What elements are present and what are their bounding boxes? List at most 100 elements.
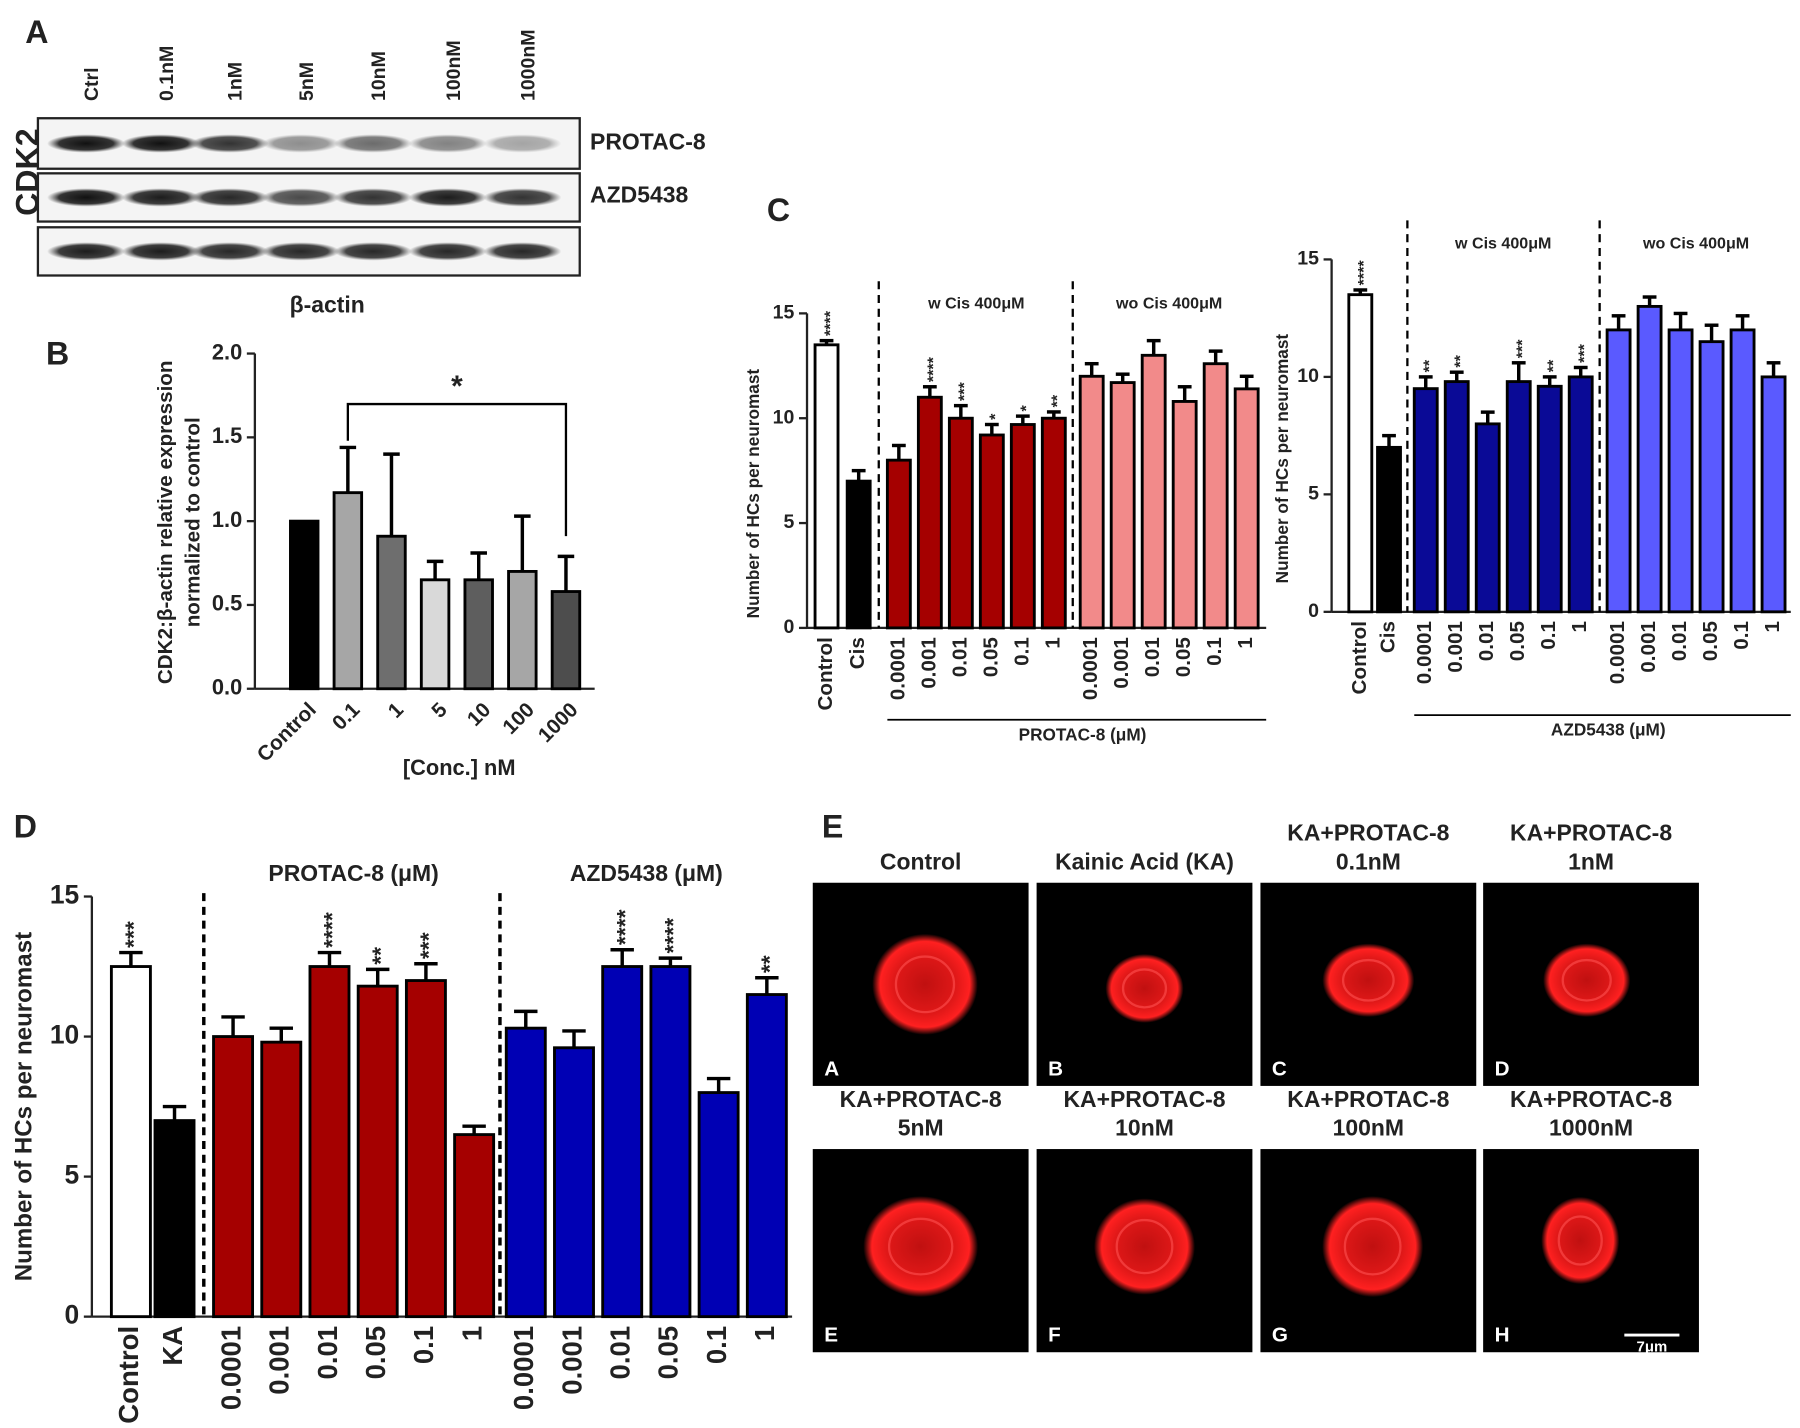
blot-band <box>483 188 562 207</box>
y-axis-label: Number of HCs per neuromast <box>11 932 38 1281</box>
bar <box>1474 422 1501 614</box>
cell-cluster <box>1093 1198 1196 1295</box>
x-tick-label: 10 <box>463 698 496 731</box>
x-tick-label: 0.05 <box>1699 621 1722 661</box>
x-tick-label: 0.05 <box>1506 621 1529 661</box>
y-tick-label: 15 <box>50 879 79 909</box>
bar <box>649 965 692 1319</box>
bar <box>1140 353 1167 630</box>
lane-label: 10nM <box>368 51 390 101</box>
group-label: AZD5438 (μM) <box>570 860 723 886</box>
blot-band <box>483 242 562 261</box>
significance-label: ** <box>1049 394 1067 407</box>
significance-label: * <box>1018 405 1036 412</box>
significance-label: ** <box>367 947 393 965</box>
blot-band <box>334 242 413 261</box>
image-letter: D <box>1495 1057 1510 1080</box>
blot-band <box>121 134 200 153</box>
x-tick-label: 1 <box>1234 637 1257 649</box>
bar <box>212 1035 255 1319</box>
y-axis-label: Number of HCs per neuromast <box>743 369 763 619</box>
bar <box>845 479 872 630</box>
bar <box>1760 375 1787 614</box>
lane-label: 0.1nM <box>156 46 178 101</box>
image-title: 5nM <box>898 1115 944 1141</box>
bar <box>885 458 912 630</box>
x-axis-label: PROTAC-8 (μM) <box>1019 724 1147 744</box>
lane-label: Ctrl <box>81 67 103 101</box>
bar <box>109 965 152 1319</box>
y-tick-label: 5 <box>65 1160 80 1190</box>
cell-cluster <box>1541 1196 1620 1285</box>
x-tick-label: 0.1 <box>701 1326 732 1364</box>
blot-band <box>121 242 200 261</box>
blot-band <box>408 134 487 153</box>
x-axis-label: AZD5438 (μM) <box>1551 720 1666 740</box>
cell-cluster-texture <box>1115 1218 1174 1275</box>
blot-band <box>334 188 413 207</box>
bar <box>697 1091 740 1319</box>
bar <box>1202 362 1229 630</box>
blot-band <box>47 134 126 153</box>
bar <box>376 534 407 691</box>
blot-band <box>334 134 413 153</box>
x-tick-label: 0.05 <box>360 1326 391 1380</box>
bar <box>813 343 840 630</box>
x-tick-label: 1 <box>1568 621 1591 633</box>
y-tick-label: 2.0 <box>212 339 242 364</box>
x-axis-label: [Conc.] nM <box>403 755 516 780</box>
image-title: KA+PROTAC-8 <box>1510 1086 1672 1112</box>
group-label: PROTAC-8 (μM) <box>268 860 438 886</box>
x-tick-label: 0.001 <box>917 637 940 689</box>
x-tick-label: 1 <box>749 1326 780 1341</box>
bar <box>1567 375 1594 614</box>
lane-label: 1000nM <box>517 29 539 101</box>
significance-label: **** <box>319 912 345 948</box>
image-title: Control <box>880 848 962 874</box>
image-letter: C <box>1272 1057 1287 1080</box>
y-tick-label: 0 <box>1308 600 1319 622</box>
group-label: wo Cis 400μM <box>1642 235 1749 253</box>
image-letter: H <box>1495 1324 1510 1347</box>
significance-label: *** <box>1576 343 1594 363</box>
x-tick-label: 0.001 <box>1110 637 1133 689</box>
x-tick-label: 1 <box>1761 621 1784 633</box>
panel-label: D <box>14 808 37 844</box>
bar <box>404 979 447 1319</box>
group-label: w Cis 400μM <box>927 294 1024 312</box>
bar <box>601 965 644 1319</box>
significance-label: ** <box>756 955 782 973</box>
bar <box>260 1040 303 1319</box>
bar <box>419 578 451 691</box>
bar <box>1376 445 1402 614</box>
cell-cluster-texture <box>894 955 956 1014</box>
y-tick-label: 10 <box>50 1020 79 1050</box>
blot-band <box>121 188 200 207</box>
significance-label: ** <box>1421 359 1439 372</box>
blot-band <box>408 242 487 261</box>
panel-label: B <box>46 335 69 371</box>
image-title: KA+PROTAC-8 <box>1287 820 1449 846</box>
bar <box>463 578 494 691</box>
x-tick-label: 1 <box>456 1326 487 1341</box>
blot-band <box>483 134 562 153</box>
x-tick-label: Cis <box>1376 621 1399 653</box>
bracket-label: * <box>451 370 463 403</box>
bar <box>1667 328 1694 614</box>
x-tick-label: 0.0001 <box>1079 637 1102 700</box>
cell-cluster-texture <box>887 1217 954 1276</box>
x-tick-label: 0.001 <box>1637 621 1660 673</box>
significance-label: *** <box>956 382 974 402</box>
bar <box>1443 380 1470 614</box>
significance-label: *** <box>121 921 147 948</box>
blot-band <box>190 134 269 153</box>
x-tick-label: 0.001 <box>1444 621 1467 673</box>
bar <box>504 1026 547 1319</box>
y-tick-label: 0 <box>65 1300 80 1330</box>
x-tick-label: Cis <box>846 637 869 669</box>
y-axis-label: CDK2:β-actin relative expression <box>154 360 177 684</box>
x-tick-label: 0.05 <box>1172 637 1195 677</box>
y-tick-label: 15 <box>773 302 795 324</box>
blot-band <box>261 134 340 153</box>
